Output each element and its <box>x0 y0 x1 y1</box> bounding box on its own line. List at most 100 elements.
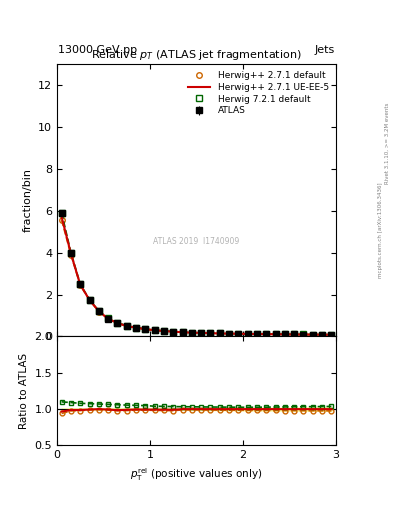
Herwig 7.2.1 default <box>292 331 296 337</box>
Herwig++ 2.7.1 UE-EE-5 <box>208 330 213 336</box>
Herwig 7.2.1 default <box>180 329 185 335</box>
X-axis label: $p_{\rm T}^{\rm rel}$ (positive values only): $p_{\rm T}^{\rm rel}$ (positive values o… <box>130 466 263 483</box>
Text: 13000 GeV pp: 13000 GeV pp <box>58 45 137 55</box>
Herwig++ 2.7.1 default <box>171 329 176 335</box>
Herwig 7.2.1 default <box>106 315 110 322</box>
Herwig++ 2.7.1 UE-EE-5 <box>320 332 325 338</box>
Herwig++ 2.7.1 UE-EE-5 <box>97 308 101 314</box>
Herwig++ 2.7.1 default <box>180 329 185 335</box>
Herwig++ 2.7.1 UE-EE-5 <box>301 331 306 337</box>
Herwig 7.2.1 default <box>152 327 157 333</box>
Herwig++ 2.7.1 default <box>236 331 241 337</box>
Herwig++ 2.7.1 UE-EE-5 <box>124 323 129 329</box>
Text: Rivet 3.1.10, >= 3.2M events: Rivet 3.1.10, >= 3.2M events <box>385 103 390 184</box>
Herwig++ 2.7.1 default <box>124 323 129 329</box>
Herwig++ 2.7.1 default <box>68 252 73 258</box>
Herwig 7.2.1 default <box>301 331 306 337</box>
Herwig 7.2.1 default <box>134 325 138 331</box>
Herwig++ 2.7.1 default <box>264 331 269 337</box>
Line: Herwig++ 2.7.1 default: Herwig++ 2.7.1 default <box>59 218 334 337</box>
Herwig++ 2.7.1 UE-EE-5 <box>106 316 110 322</box>
Herwig++ 2.7.1 UE-EE-5 <box>115 320 120 326</box>
Herwig++ 2.7.1 UE-EE-5 <box>87 297 92 303</box>
Herwig++ 2.7.1 default <box>59 217 64 223</box>
Herwig++ 2.7.1 UE-EE-5 <box>199 330 204 336</box>
Herwig++ 2.7.1 UE-EE-5 <box>143 326 148 332</box>
Herwig 7.2.1 default <box>245 331 250 337</box>
Herwig++ 2.7.1 default <box>320 332 325 338</box>
Herwig 7.2.1 default <box>273 331 278 337</box>
Herwig 7.2.1 default <box>283 331 287 337</box>
Herwig 7.2.1 default <box>255 331 259 337</box>
Herwig 7.2.1 default <box>189 330 194 336</box>
Herwig 7.2.1 default <box>310 331 315 337</box>
Herwig++ 2.7.1 UE-EE-5 <box>152 327 157 333</box>
Line: Herwig++ 2.7.1 UE-EE-5: Herwig++ 2.7.1 UE-EE-5 <box>62 217 331 335</box>
Herwig++ 2.7.1 default <box>189 330 194 336</box>
Herwig++ 2.7.1 default <box>143 326 148 332</box>
Herwig++ 2.7.1 default <box>301 331 306 337</box>
Herwig++ 2.7.1 default <box>310 332 315 338</box>
Herwig++ 2.7.1 default <box>292 331 296 337</box>
Herwig++ 2.7.1 UE-EE-5 <box>78 282 83 288</box>
Herwig 7.2.1 default <box>227 330 231 336</box>
Herwig++ 2.7.1 UE-EE-5 <box>310 332 315 338</box>
Herwig++ 2.7.1 UE-EE-5 <box>68 250 73 257</box>
Y-axis label: Ratio to ATLAS: Ratio to ATLAS <box>19 353 29 429</box>
Herwig 7.2.1 default <box>97 308 101 314</box>
Herwig 7.2.1 default <box>208 330 213 336</box>
Herwig++ 2.7.1 default <box>273 331 278 337</box>
Herwig 7.2.1 default <box>236 331 241 337</box>
Herwig++ 2.7.1 UE-EE-5 <box>59 214 64 220</box>
Herwig++ 2.7.1 UE-EE-5 <box>273 331 278 337</box>
Herwig++ 2.7.1 default <box>115 320 120 326</box>
Herwig++ 2.7.1 default <box>255 331 259 337</box>
Herwig 7.2.1 default <box>320 332 325 338</box>
Herwig++ 2.7.1 UE-EE-5 <box>180 329 185 335</box>
Herwig++ 2.7.1 UE-EE-5 <box>329 332 334 338</box>
Herwig++ 2.7.1 default <box>87 297 92 303</box>
Herwig++ 2.7.1 default <box>208 330 213 336</box>
Herwig++ 2.7.1 default <box>217 330 222 336</box>
Herwig 7.2.1 default <box>329 332 334 338</box>
Herwig++ 2.7.1 UE-EE-5 <box>264 331 269 337</box>
Herwig++ 2.7.1 default <box>97 308 101 314</box>
Title: Relative $p_T$ (ATLAS jet fragmentation): Relative $p_T$ (ATLAS jet fragmentation) <box>91 49 302 62</box>
Text: Jets: Jets <box>315 45 335 55</box>
Herwig++ 2.7.1 default <box>329 332 334 338</box>
Herwig 7.2.1 default <box>199 330 204 336</box>
Herwig++ 2.7.1 UE-EE-5 <box>162 328 166 334</box>
Text: ATLAS 2019  I1740909: ATLAS 2019 I1740909 <box>153 237 240 246</box>
Herwig 7.2.1 default <box>68 249 73 255</box>
Herwig++ 2.7.1 UE-EE-5 <box>217 330 222 336</box>
Herwig++ 2.7.1 default <box>245 331 250 337</box>
Herwig++ 2.7.1 UE-EE-5 <box>245 331 250 337</box>
Herwig++ 2.7.1 UE-EE-5 <box>227 331 231 337</box>
Herwig 7.2.1 default <box>115 319 120 326</box>
Herwig++ 2.7.1 default <box>106 316 110 322</box>
Herwig++ 2.7.1 default <box>162 328 166 334</box>
Herwig 7.2.1 default <box>143 326 148 332</box>
Herwig++ 2.7.1 UE-EE-5 <box>134 325 138 331</box>
Herwig 7.2.1 default <box>162 328 166 334</box>
Legend: Herwig++ 2.7.1 default, Herwig++ 2.7.1 UE-EE-5, Herwig 7.2.1 default, ATLAS: Herwig++ 2.7.1 default, Herwig++ 2.7.1 U… <box>185 69 332 118</box>
Herwig++ 2.7.1 default <box>199 330 204 336</box>
Herwig++ 2.7.1 default <box>78 282 83 288</box>
Herwig++ 2.7.1 default <box>227 331 231 337</box>
Herwig++ 2.7.1 default <box>134 325 138 331</box>
Herwig 7.2.1 default <box>59 210 64 216</box>
Herwig++ 2.7.1 UE-EE-5 <box>189 330 194 336</box>
Herwig++ 2.7.1 UE-EE-5 <box>171 329 176 335</box>
Herwig 7.2.1 default <box>78 281 83 287</box>
Herwig 7.2.1 default <box>217 330 222 336</box>
Herwig++ 2.7.1 UE-EE-5 <box>283 331 287 337</box>
Herwig++ 2.7.1 UE-EE-5 <box>255 331 259 337</box>
Herwig 7.2.1 default <box>171 329 176 335</box>
Herwig++ 2.7.1 default <box>152 327 157 333</box>
Herwig 7.2.1 default <box>264 331 269 337</box>
Y-axis label: fraction/bin: fraction/bin <box>22 168 33 232</box>
Herwig++ 2.7.1 UE-EE-5 <box>292 331 296 337</box>
Herwig 7.2.1 default <box>87 297 92 303</box>
Herwig++ 2.7.1 default <box>283 331 287 337</box>
Herwig 7.2.1 default <box>124 323 129 329</box>
